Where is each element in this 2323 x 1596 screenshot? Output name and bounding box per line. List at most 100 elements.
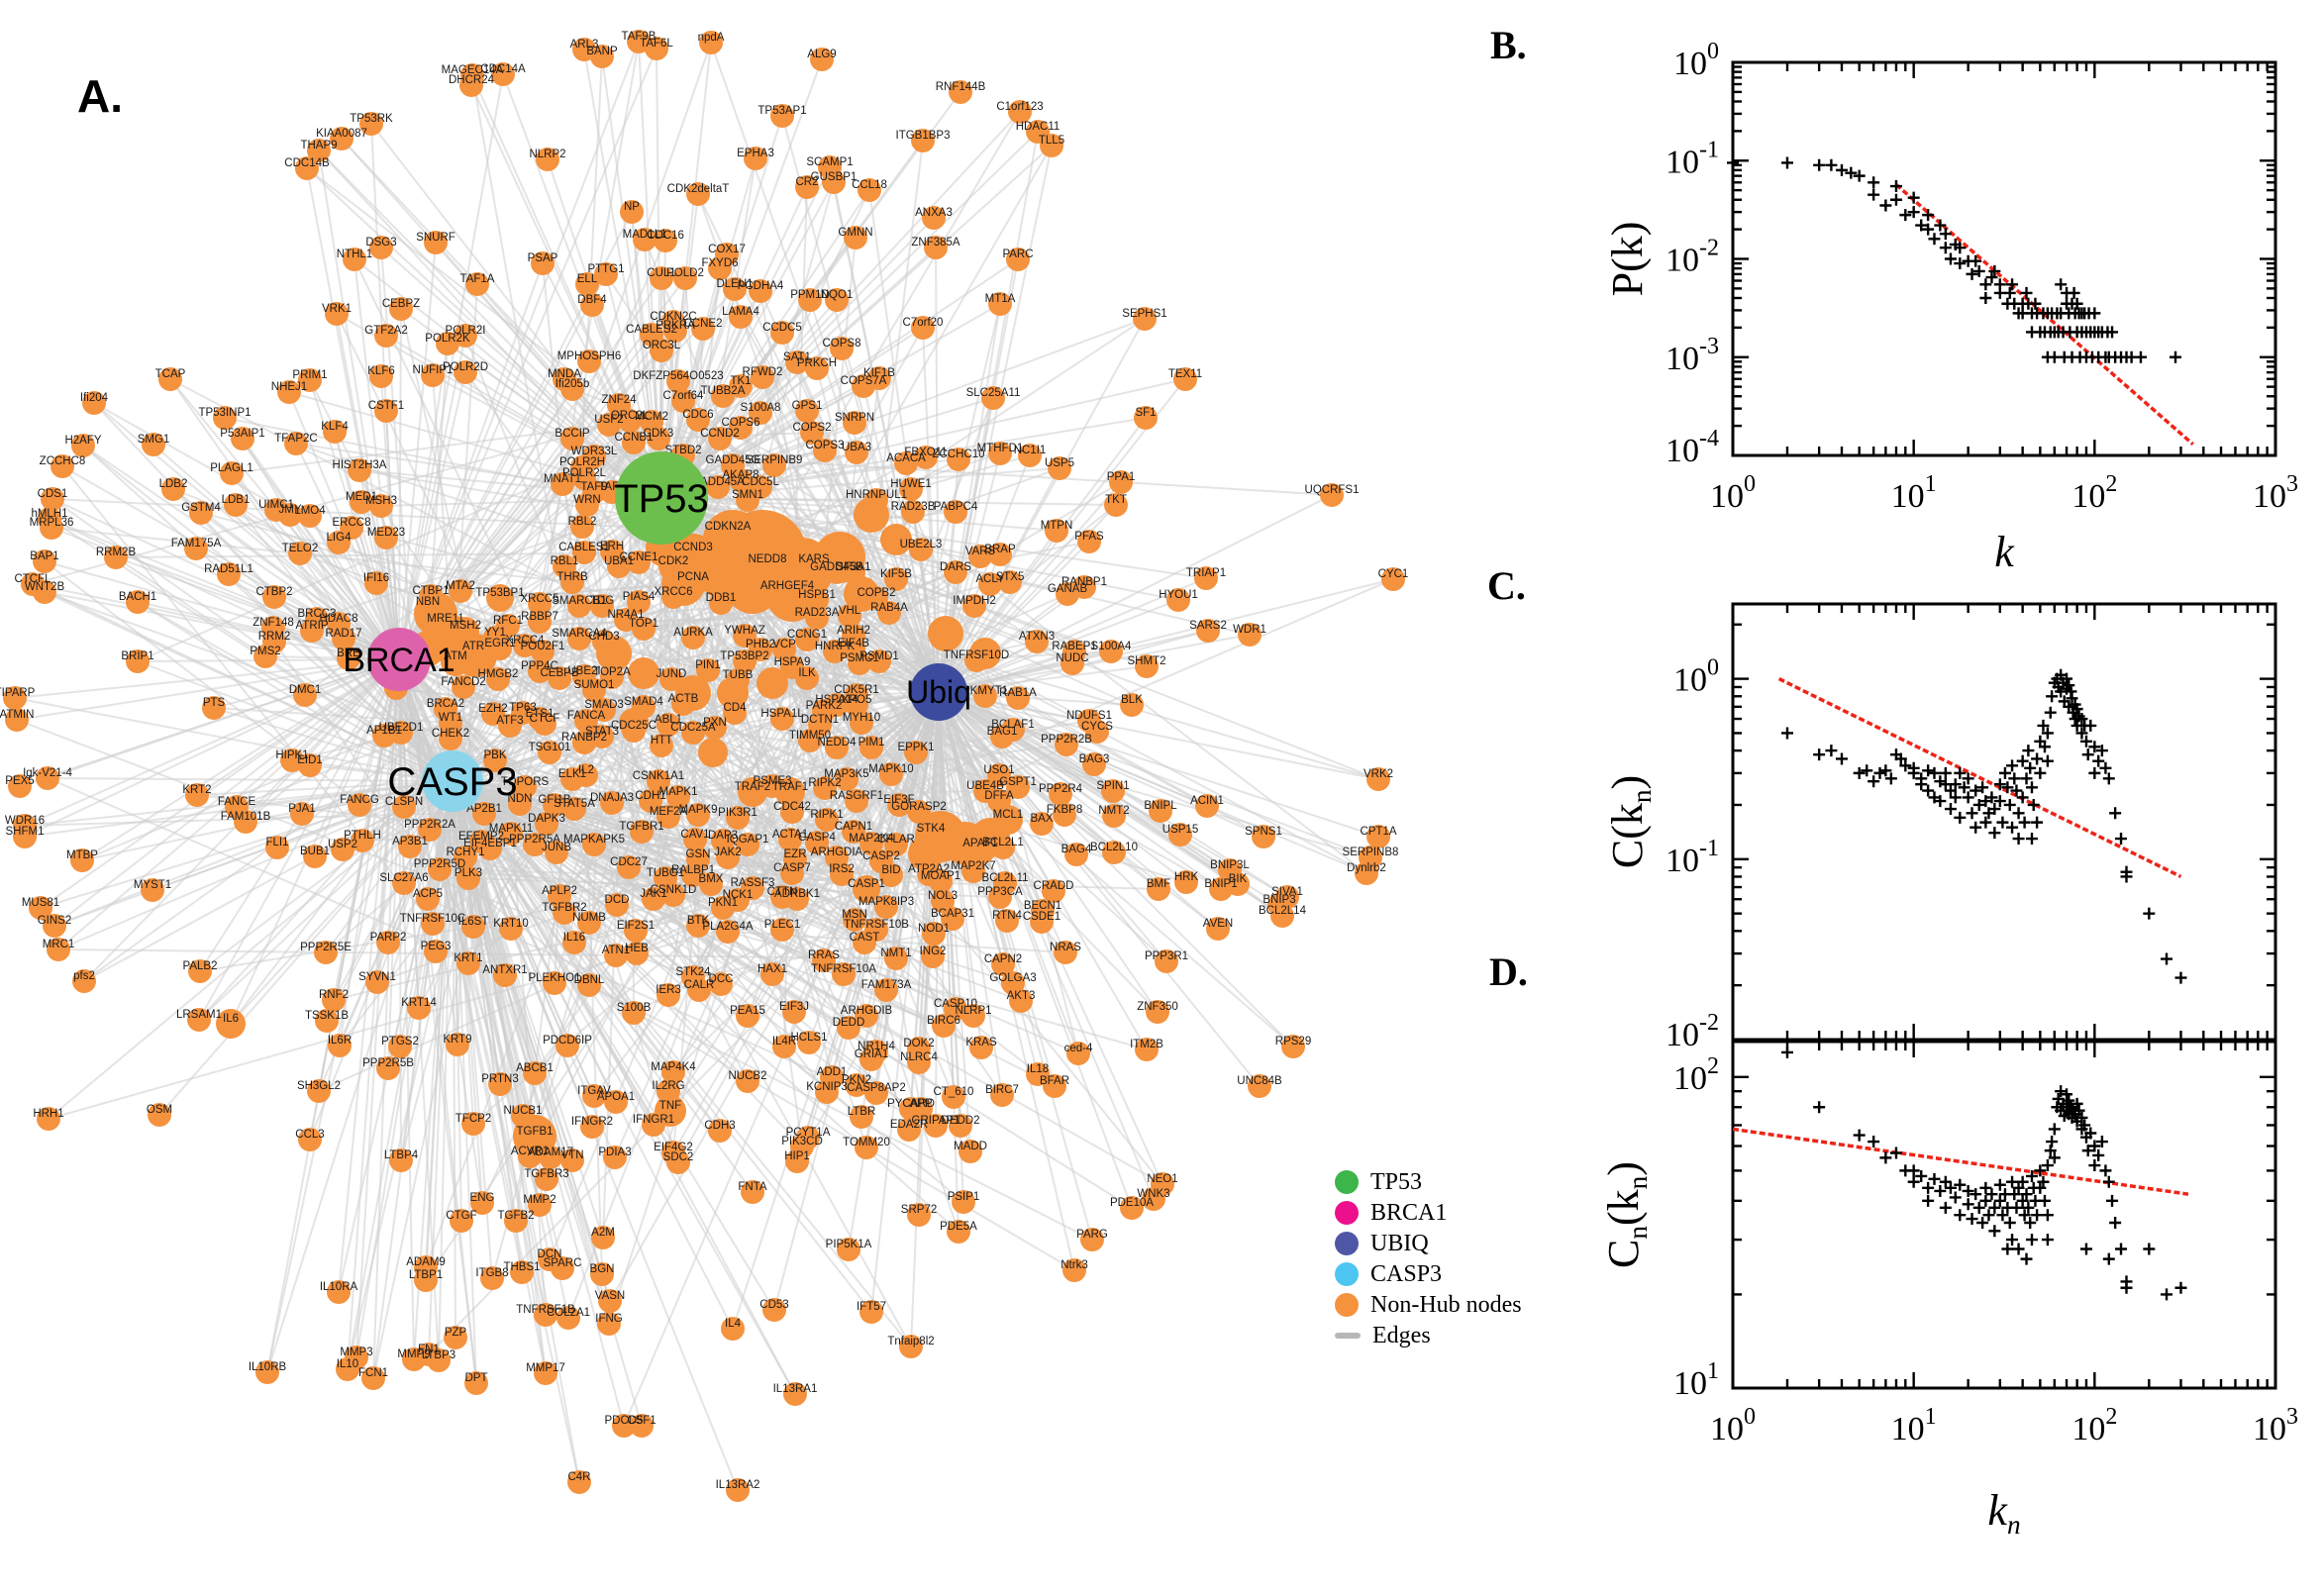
network-node[interactable]	[572, 731, 596, 754]
network-node[interactable]	[1173, 367, 1197, 391]
network-node[interactable]	[284, 432, 308, 455]
network-node[interactable]	[944, 500, 967, 524]
network-node[interactable]	[785, 887, 809, 911]
network-node[interactable]	[853, 875, 880, 903]
network-node[interactable]	[762, 1298, 786, 1322]
network-node[interactable]	[481, 702, 505, 726]
network-node[interactable]	[307, 1079, 331, 1103]
network-node[interactable]	[941, 907, 964, 931]
network-node[interactable]	[528, 1193, 552, 1217]
network-node[interactable]	[687, 978, 711, 1002]
hub-node-ubiq[interactable]	[910, 663, 967, 721]
network-node[interactable]	[580, 1115, 604, 1139]
network-node[interactable]	[1085, 720, 1109, 744]
network-node[interactable]	[678, 567, 708, 597]
network-node[interactable]	[577, 911, 601, 935]
network-node[interactable]	[452, 675, 475, 699]
network-node[interactable]	[978, 572, 1002, 596]
network-node[interactable]	[531, 640, 555, 663]
network-node[interactable]	[454, 846, 477, 869]
network-node[interactable]	[450, 1209, 473, 1233]
network-node[interactable]	[1102, 841, 1126, 864]
network-node[interactable]	[1195, 794, 1219, 818]
network-node[interactable]	[709, 591, 733, 615]
network-node[interactable]	[845, 1073, 868, 1097]
network-node[interactable]	[887, 793, 911, 817]
network-node[interactable]	[535, 1167, 558, 1191]
network-node[interactable]	[1066, 1042, 1090, 1065]
network-node[interactable]	[988, 543, 1012, 566]
network-node[interactable]	[538, 741, 561, 764]
network-node[interactable]	[499, 917, 523, 941]
network-node[interactable]	[706, 475, 730, 499]
network-node[interactable]	[498, 714, 522, 738]
network-node[interactable]	[234, 810, 257, 834]
network-node[interactable]	[158, 367, 182, 391]
network-node[interactable]	[1030, 812, 1054, 836]
network-node[interactable]	[842, 820, 865, 844]
network-node[interactable]	[189, 501, 213, 525]
network-node[interactable]	[328, 1034, 352, 1057]
network-node[interactable]	[944, 560, 967, 584]
network-node[interactable]	[647, 769, 670, 793]
network-node[interactable]	[699, 872, 723, 896]
network-node[interactable]	[188, 959, 212, 983]
network-node[interactable]	[639, 789, 662, 813]
network-node[interactable]	[797, 1031, 821, 1054]
network-node[interactable]	[607, 554, 631, 578]
network-node[interactable]	[800, 421, 824, 445]
network-node[interactable]	[845, 441, 868, 464]
network-node[interactable]	[567, 594, 591, 618]
network-node[interactable]	[290, 802, 314, 826]
network-node[interactable]	[736, 488, 759, 512]
network-node[interactable]	[858, 178, 881, 202]
network-node[interactable]	[716, 920, 740, 944]
network-node[interactable]	[40, 516, 63, 540]
network-node[interactable]	[744, 147, 767, 170]
network-node[interactable]	[545, 841, 568, 864]
network-node[interactable]	[671, 389, 695, 413]
network-node[interactable]	[614, 608, 638, 632]
network-node[interactable]	[374, 324, 398, 348]
network-node[interactable]	[1281, 1035, 1305, 1058]
network-node[interactable]	[795, 628, 819, 651]
network-node[interactable]	[424, 940, 448, 963]
network-node[interactable]	[770, 707, 794, 731]
network-node[interactable]	[504, 1209, 528, 1233]
network-node[interactable]	[536, 148, 559, 171]
network-node[interactable]	[486, 584, 514, 612]
network-node[interactable]	[295, 156, 319, 180]
network-node[interactable]	[577, 973, 601, 997]
network-node[interactable]	[220, 461, 244, 485]
network-node[interactable]	[622, 1001, 646, 1025]
network-node[interactable]	[998, 570, 1022, 594]
network-node[interactable]	[708, 1119, 732, 1143]
network-node[interactable]	[454, 324, 477, 348]
network-node[interactable]	[1366, 825, 1390, 848]
network-node[interactable]	[603, 1146, 627, 1169]
network-node[interactable]	[398, 835, 422, 858]
network-node[interactable]	[392, 795, 416, 819]
network-node[interactable]	[126, 649, 150, 673]
network-node[interactable]	[1226, 872, 1250, 896]
network-node[interactable]	[775, 777, 805, 807]
network-node[interactable]	[572, 38, 596, 61]
network-node[interactable]	[331, 838, 354, 861]
network-node[interactable]	[553, 901, 576, 925]
network-node[interactable]	[696, 658, 720, 682]
network-node[interactable]	[864, 1081, 888, 1105]
network-node[interactable]	[436, 332, 459, 355]
network-node[interactable]	[1102, 804, 1126, 828]
network-node[interactable]	[686, 182, 710, 206]
network-node[interactable]	[909, 538, 933, 561]
network-node[interactable]	[307, 139, 331, 162]
network-node[interactable]	[835, 767, 858, 791]
network-node[interactable]	[838, 604, 861, 628]
network-node[interactable]	[1040, 134, 1063, 157]
network-node[interactable]	[278, 503, 302, 527]
network-node[interactable]	[298, 504, 322, 528]
network-node[interactable]	[1149, 799, 1172, 823]
network-node[interactable]	[879, 863, 903, 887]
network-node[interactable]	[575, 272, 599, 296]
network-node[interactable]	[560, 570, 584, 594]
